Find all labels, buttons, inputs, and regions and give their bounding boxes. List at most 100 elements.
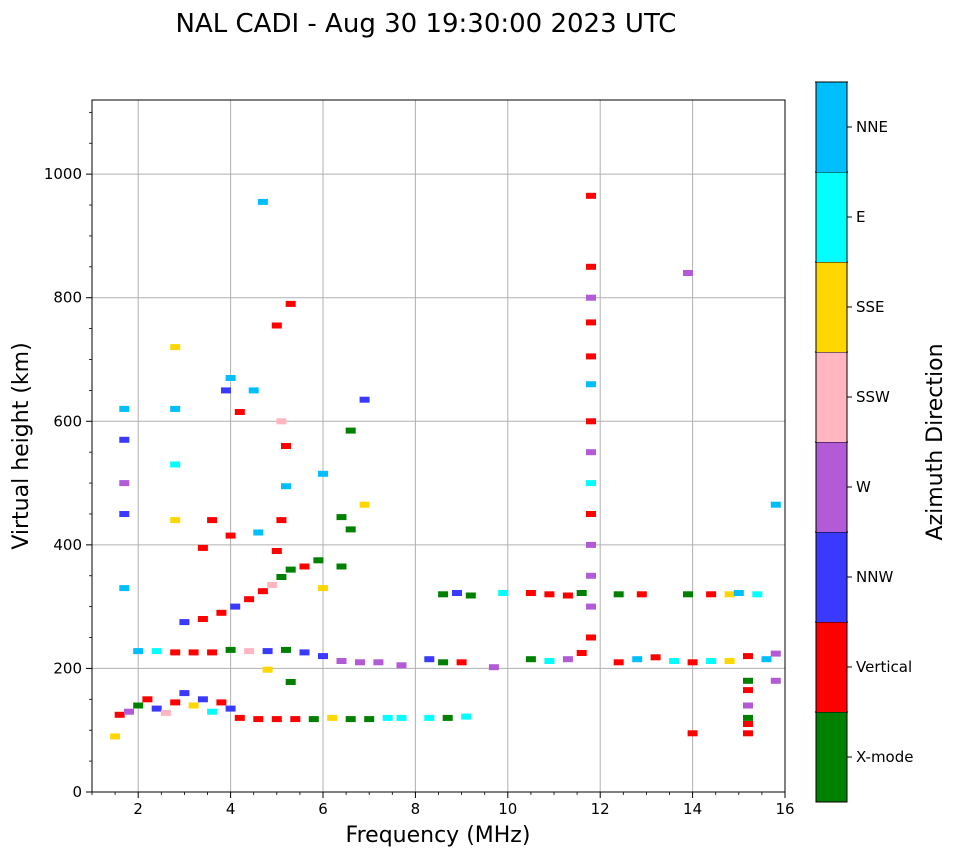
echo-point [562,592,573,599]
echo-point [364,716,375,723]
echo-point [253,716,264,723]
echo-point [586,319,596,326]
echo-point [248,387,259,394]
colorbar-tick-label: X-mode [856,748,913,766]
echo-point [262,666,273,673]
echo-point [525,590,536,596]
echo-point [770,677,781,684]
x-axis-label: Frequency (MHz) [346,823,531,848]
echo-point [285,566,296,573]
echo-point [442,714,453,721]
y-axis: 0 200 400 600 800 1000 [44,111,92,801]
y-tick-label: 0 [72,783,82,801]
echo-point [632,656,643,663]
echo-point [488,664,499,671]
echo-point [299,563,310,570]
echo-point [234,409,245,415]
echo-point [613,659,624,666]
echo-point [498,590,509,596]
echo-point [313,557,324,564]
echo-point [281,443,291,449]
echo-point [743,730,753,737]
echo-point [544,591,555,598]
echo-point [119,436,130,443]
echo-point [318,585,328,592]
echo-point [285,679,296,685]
echo-point [197,696,208,703]
echo-point [276,574,287,580]
colorbar-tick-label: Vertical [856,658,912,676]
echo-point [327,714,338,721]
echo-point [525,656,536,663]
x-tick-label: 10 [498,800,517,818]
echo-point [170,649,181,656]
echo-point [613,591,624,598]
echo-point [706,658,717,664]
y-axis-label: Virtual height (km) [9,342,34,549]
echo-point [636,591,647,598]
colorbar: X-mode Vertical NNW W SSW SSE E NNE [815,81,913,803]
echo-point [281,483,291,490]
echo-point [119,585,130,592]
echo-point [142,696,153,703]
echo-point [151,648,162,655]
echo-point [179,619,190,626]
echo-point [345,526,356,533]
echo-point [576,650,587,656]
echo-point [586,511,596,517]
echo-point [197,616,208,622]
echo-point [345,716,356,723]
echo-point [225,375,236,381]
echo-point [234,714,245,721]
plot-frame [91,99,786,793]
echo-point [110,733,121,740]
echo-point [452,590,462,596]
echo-point [706,591,717,598]
echo-point [119,511,130,517]
y-tick-label: 600 [53,412,82,430]
echo-point [586,353,596,360]
echo-point [424,656,435,663]
echo-point [318,653,328,660]
echo-point [133,702,144,709]
echo-point [225,532,236,539]
echo-point [586,634,596,641]
echo-point [216,699,227,706]
colorbar-swatch [816,532,847,622]
echo-point [424,714,435,721]
colorbar-tick-label: E [856,208,865,226]
echo-point [257,588,268,595]
colorbar-tick-label: SSW [856,388,890,406]
echo-point [188,649,199,656]
colorbar-swatch [816,262,847,352]
colorbar-frame [815,81,848,803]
echo-point [544,658,555,664]
echo-point [207,517,218,524]
echo-point [687,730,698,737]
colorbar-tick-label: NNW [856,568,893,586]
echo-point [438,591,449,598]
echo-point [124,708,134,715]
echo-point [733,590,744,596]
echo-point [257,198,268,205]
echo-point [586,192,596,199]
echo-point [119,480,130,487]
echo-point [683,591,693,598]
echo-point [225,705,236,712]
echo-point [743,714,753,721]
echo-point [170,344,181,351]
echo-point [207,708,218,715]
echo-point [743,687,753,694]
echo-point [114,711,125,718]
echo-point [687,659,698,666]
echo-point [308,716,319,723]
echo-point [133,648,144,655]
echo-point [336,514,347,521]
colorbar-swatch [816,352,847,442]
echo-point [299,649,310,656]
x-tick-label: 14 [683,800,702,818]
y-tick-label: 1000 [44,165,82,183]
echo-point [281,646,291,653]
x-tick-label: 6 [318,800,328,818]
